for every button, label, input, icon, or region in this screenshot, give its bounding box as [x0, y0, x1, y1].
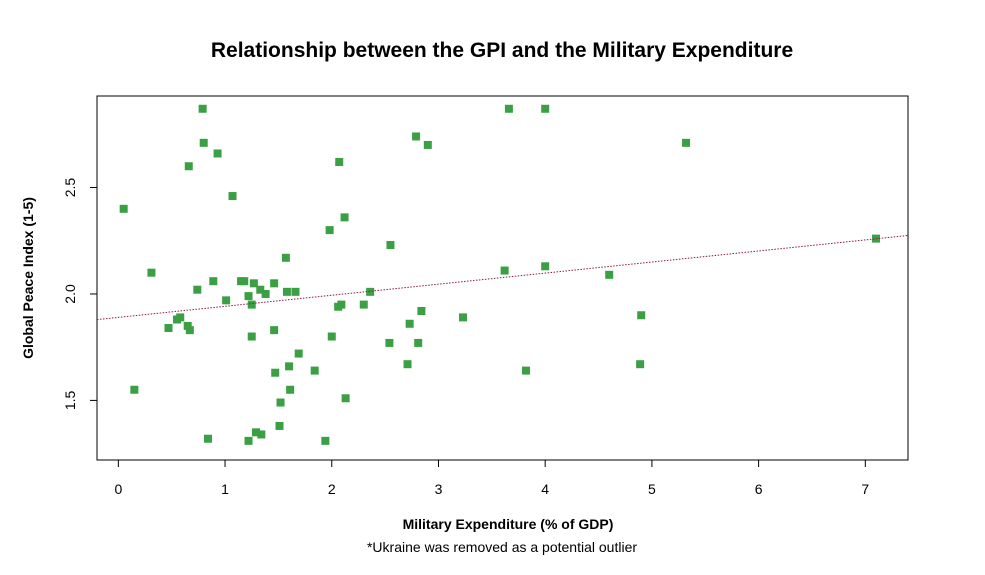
data-point — [270, 326, 279, 335]
data-point — [340, 213, 349, 222]
data-point — [275, 421, 284, 430]
data-point — [222, 296, 231, 305]
data-point — [119, 204, 128, 213]
data-point — [198, 104, 207, 113]
data-point — [276, 398, 285, 407]
data-point — [500, 266, 509, 275]
data-point — [247, 332, 256, 341]
data-point — [240, 277, 249, 286]
data-point — [228, 192, 237, 201]
data-point — [209, 277, 218, 286]
data-point — [294, 349, 303, 358]
data-point — [130, 385, 139, 394]
data-point — [337, 300, 346, 309]
data-point — [244, 436, 253, 445]
data-points — [119, 104, 880, 445]
data-point — [286, 385, 295, 394]
data-point — [244, 292, 253, 301]
data-point — [341, 394, 350, 403]
data-point — [270, 279, 279, 288]
data-point — [282, 287, 291, 296]
data-point — [291, 287, 300, 296]
y-tick-label: 2.0 — [62, 284, 78, 304]
x-tick-label: 5 — [648, 481, 656, 497]
y-axis: 1.5 2.0 2.5 — [62, 178, 97, 410]
y-axis-label: Global Peace Index (1-5) — [20, 197, 36, 359]
data-point — [321, 436, 330, 445]
data-point — [423, 140, 432, 149]
data-point — [636, 360, 645, 369]
x-tick-label: 3 — [435, 481, 443, 497]
data-point — [417, 306, 426, 315]
x-tick-label: 1 — [221, 481, 229, 497]
data-point — [271, 368, 280, 377]
data-point — [335, 157, 344, 166]
x-axis-label: Military Expenditure (% of GDP) — [403, 516, 614, 532]
data-point — [327, 332, 336, 341]
data-point — [521, 366, 530, 375]
data-point — [541, 104, 550, 113]
data-point — [605, 270, 614, 279]
data-point — [261, 289, 270, 298]
data-point — [412, 132, 421, 141]
data-point — [403, 360, 412, 369]
data-point — [310, 366, 319, 375]
data-point — [213, 149, 222, 158]
data-point — [251, 428, 260, 437]
data-point — [366, 287, 375, 296]
x-tick-label: 7 — [861, 481, 869, 497]
data-point — [359, 300, 368, 309]
data-point — [185, 326, 194, 335]
data-point — [193, 285, 202, 294]
data-point — [257, 430, 266, 439]
chart-title: Relationship between the GPI and the Mil… — [211, 39, 793, 62]
data-point — [459, 313, 468, 322]
data-point — [247, 300, 256, 309]
data-point — [203, 434, 212, 443]
x-tick-label: 6 — [755, 481, 763, 497]
data-point — [256, 285, 265, 294]
footnote: *Ukraine was removed as a potential outl… — [367, 539, 637, 555]
x-tick-label: 2 — [328, 481, 336, 497]
y-tick-label: 2.5 — [62, 178, 78, 198]
data-point — [164, 324, 173, 333]
data-point — [281, 253, 290, 262]
data-point — [199, 138, 208, 147]
data-point — [285, 362, 294, 371]
data-point — [325, 226, 334, 235]
data-point — [184, 162, 193, 171]
data-point — [176, 313, 185, 322]
x-tick-label: 4 — [541, 481, 549, 497]
data-point — [541, 262, 550, 271]
data-point — [682, 138, 691, 147]
y-tick-label: 1.5 — [62, 390, 78, 410]
data-point — [249, 279, 258, 288]
trend-line — [96, 234, 909, 321]
data-point — [386, 241, 395, 250]
data-point — [504, 104, 513, 113]
x-tick-label: 0 — [114, 481, 122, 497]
data-point — [147, 268, 156, 277]
data-point — [183, 321, 192, 330]
data-point — [414, 338, 423, 347]
x-axis: 0 1 2 3 4 5 6 7 — [114, 460, 869, 497]
data-point — [405, 319, 414, 328]
data-point — [637, 311, 646, 320]
data-point — [385, 338, 394, 347]
plot-frame — [96, 95, 909, 461]
